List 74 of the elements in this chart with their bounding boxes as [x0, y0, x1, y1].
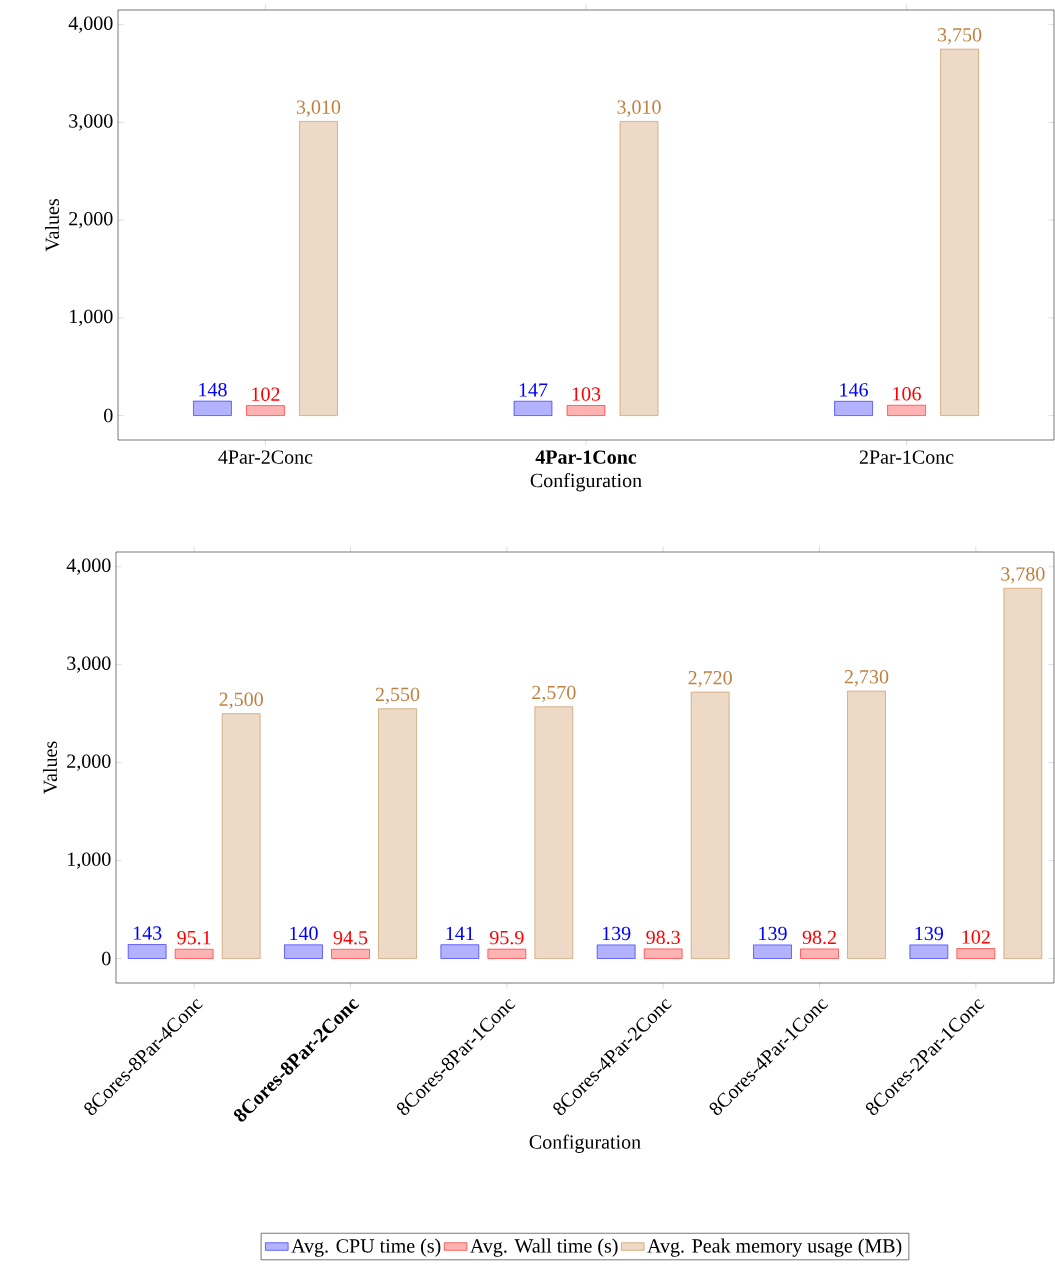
- y-tick-label: 0: [104, 408, 113, 423]
- bar: [753, 944, 792, 959]
- bar: [513, 400, 553, 416]
- y-tick-label: 4,000: [66, 558, 111, 575]
- bar: [127, 944, 167, 959]
- bar: [690, 691, 730, 959]
- y-tick-label: 3,000: [69, 114, 113, 131]
- data-label: 98.2: [802, 930, 836, 945]
- y-axis-title: Values: [42, 741, 58, 794]
- y-tick-label: 2,000: [67, 754, 111, 771]
- bar: [956, 948, 996, 959]
- y-tick-label: 0: [102, 951, 111, 966]
- data-label: 103: [572, 387, 601, 401]
- y-tick-label: 4,000: [68, 16, 113, 33]
- data-label: 3,780: [1001, 567, 1045, 584]
- data-label: 95.1: [177, 930, 211, 945]
- data-label: 140: [290, 926, 318, 941]
- data-label: 139: [602, 926, 631, 941]
- data-label: 2,570: [532, 685, 576, 703]
- bar: [299, 121, 338, 416]
- data-label: 2,550: [375, 687, 420, 705]
- x-tick-label: 4Par-1Conc: [535, 450, 637, 464]
- bar: [940, 48, 979, 416]
- bar: [246, 405, 285, 416]
- data-label: 106: [893, 387, 921, 401]
- bar: [440, 944, 480, 959]
- data-label: 102: [962, 930, 990, 944]
- bar: [566, 405, 606, 416]
- y-tick-label: 2,000: [69, 211, 113, 229]
- data-label: 146: [840, 383, 868, 397]
- y-axis-title: Values: [44, 199, 60, 252]
- bar: [1003, 587, 1043, 959]
- bar: [193, 400, 232, 416]
- data-label: 141: [446, 926, 474, 940]
- data-label: 139: [915, 926, 943, 941]
- x-axis-title: Configuration: [530, 473, 642, 492]
- data-label: 3,750: [938, 28, 982, 45]
- data-label: 3,010: [617, 100, 661, 117]
- bar: [284, 944, 323, 959]
- legend-label: Avg. CPU time (s): [291, 1238, 441, 1257]
- data-label: 3,010: [296, 100, 341, 117]
- x-axis-title: Configuration: [529, 1134, 641, 1153]
- data-label: 95.9: [489, 930, 524, 945]
- bar: [221, 713, 261, 959]
- data-label: 98.3: [646, 930, 680, 945]
- bar: [378, 708, 417, 959]
- data-label: 2,720: [688, 671, 732, 688]
- bar: [847, 690, 886, 959]
- data-label: 2,500: [219, 692, 263, 709]
- legend-label: Avg. Peak memory usage (MB): [647, 1238, 902, 1257]
- legend-label: Avg. Wall time (s): [470, 1238, 618, 1257]
- bar: [800, 948, 839, 959]
- bar: [596, 944, 636, 959]
- y-tick-label: 1,000: [70, 309, 113, 327]
- data-label: 2,730: [844, 670, 889, 687]
- y-tick-label: 3,000: [67, 656, 111, 673]
- data-label: 102: [252, 387, 280, 401]
- bar: [174, 948, 214, 959]
- bar: [619, 121, 659, 416]
- bar: [534, 706, 574, 959]
- bar: [887, 404, 926, 416]
- bar: [909, 944, 949, 959]
- x-tick-label: 2Par-1Conc: [859, 450, 954, 464]
- data-label: 94.5: [333, 931, 368, 945]
- x-tick-label: 4Par-2Conc: [218, 450, 313, 464]
- y-tick-label: 1,000: [68, 852, 111, 869]
- data-label: 139: [759, 926, 787, 941]
- data-label: 148: [199, 382, 227, 397]
- data-label: 143: [133, 926, 162, 940]
- bar: [643, 948, 683, 959]
- data-label: 147: [519, 383, 548, 397]
- bar: [331, 949, 370, 959]
- bar: [487, 948, 527, 959]
- bar: [834, 401, 873, 416]
